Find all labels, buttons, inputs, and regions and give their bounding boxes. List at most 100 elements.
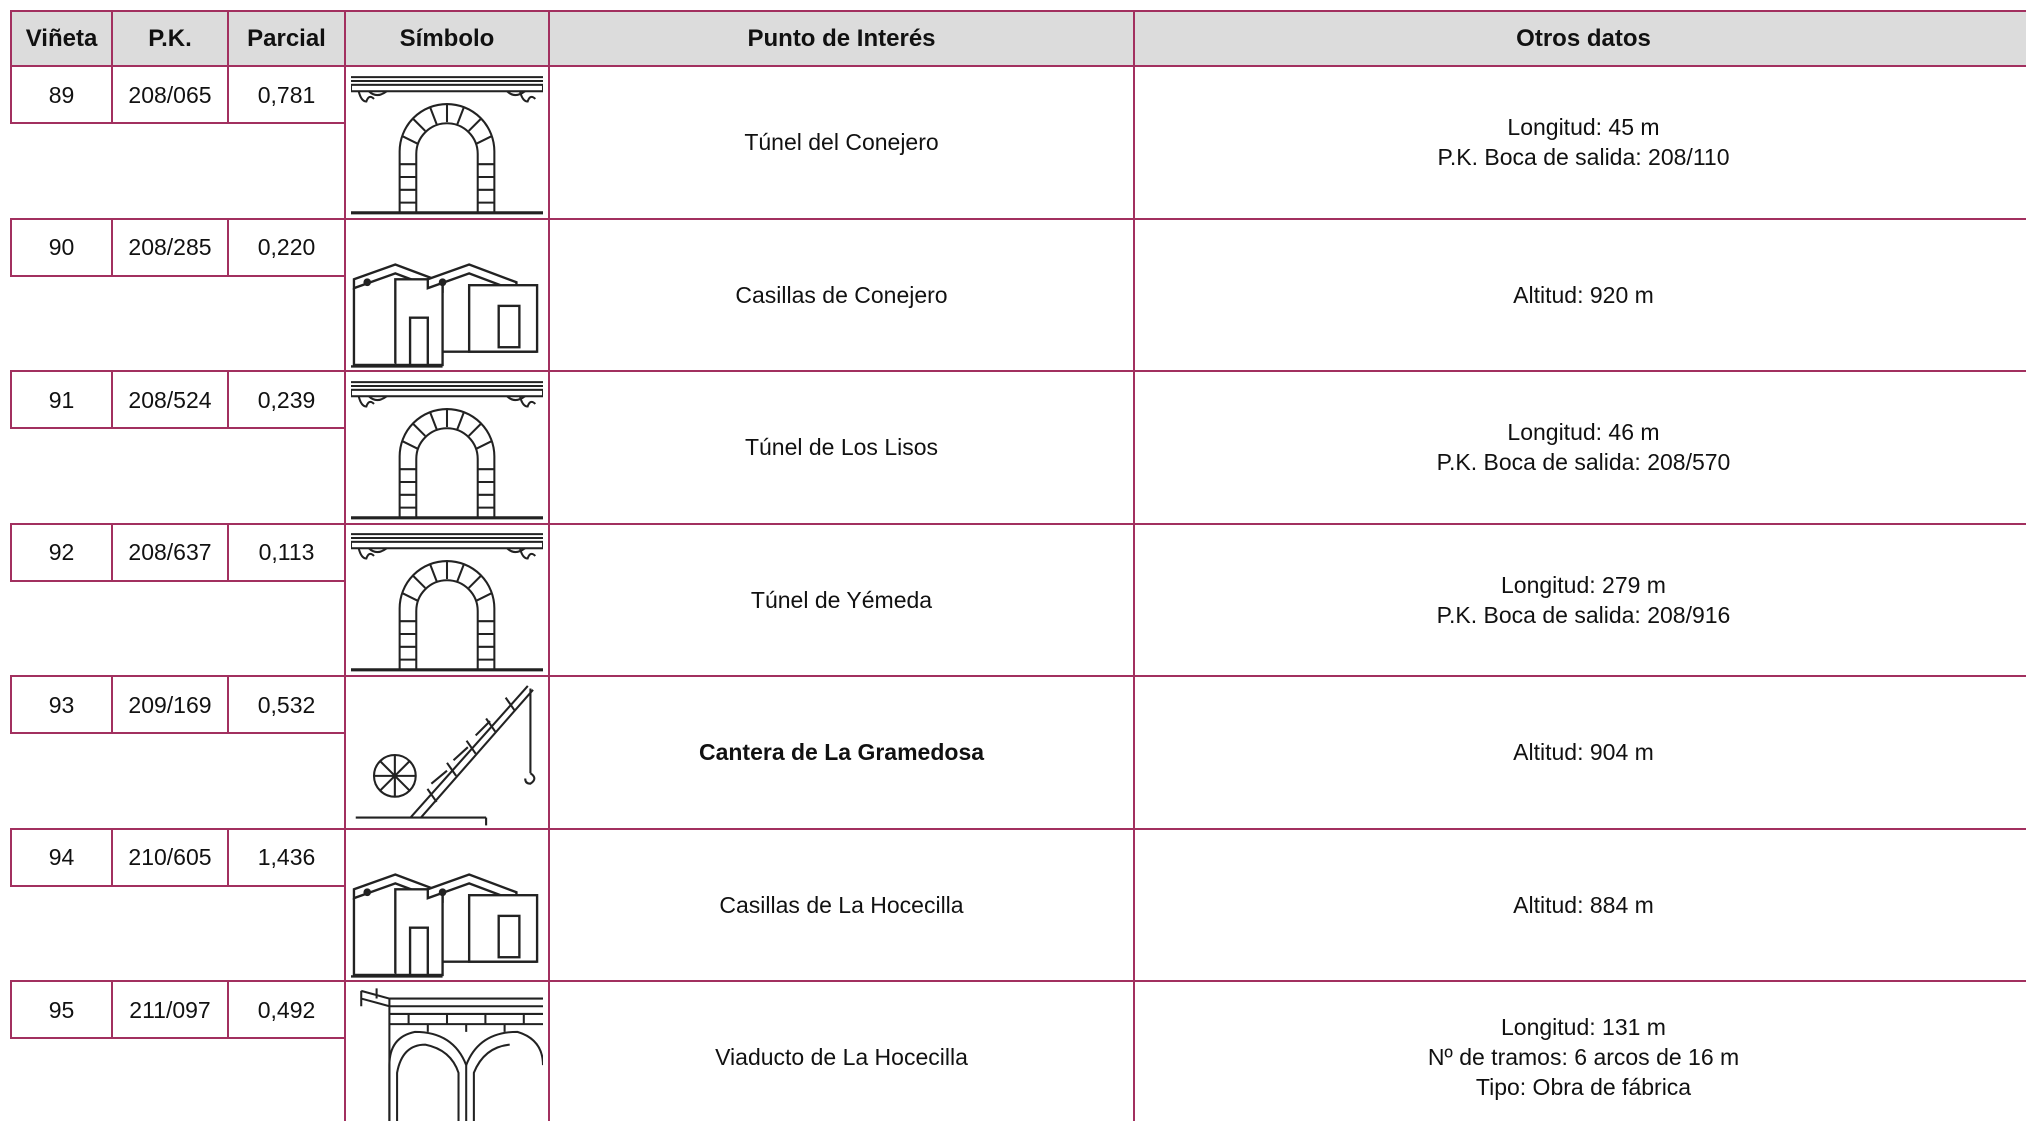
cell-pk: 208/524	[111, 370, 229, 429]
pk-text: 210/605	[128, 844, 212, 870]
cell-punto: Viaducto de La Hocecilla	[548, 980, 1135, 1121]
header-vineta: Viñeta	[10, 10, 113, 67]
otros-line: Altitud: 884 m	[1513, 891, 1654, 918]
punto-text: Cantera de La Gramedosa	[698, 739, 985, 766]
otros-line: Altitud: 904 m	[1513, 739, 1654, 766]
pk-text: 208/285	[128, 234, 212, 260]
houses-icon	[351, 263, 539, 368]
cell-otros: Longitud: 46 m P.K. Boca de salida: 208/5…	[1133, 370, 2026, 525]
cell-otros: Longitud: 45 m P.K. Boca de salida: 208/1…	[1133, 65, 2026, 220]
vineta-text: 93	[48, 691, 75, 718]
vineta-text: 90	[48, 234, 75, 260]
cell-symbol	[344, 827, 550, 982]
cell-vineta: 94	[10, 827, 113, 887]
symbol-icon	[351, 263, 539, 368]
cell-pk: 209/169	[111, 675, 229, 734]
cell-symbol	[344, 980, 550, 1121]
cell-punto: Casillas de Conejero	[548, 217, 1135, 372]
cell-vineta: 92	[10, 522, 113, 582]
punto-text: Túnel de Los Lisos	[744, 434, 939, 461]
cell-vineta: 95	[10, 980, 113, 1039]
punto-text: Casillas de Conejero	[735, 281, 948, 308]
cell-parcial: 1,436	[227, 827, 346, 887]
vineta-text: 92	[48, 539, 75, 565]
cell-otros: Longitud: 279 m P.K. Boca de salida: 208/…	[1133, 522, 2026, 677]
otros-line: P.K. Boca de salida: 208/570	[1436, 449, 1731, 476]
header-text: Punto de Interés	[747, 24, 936, 52]
cell-vineta: 93	[10, 675, 113, 734]
cell-otros: Longitud: 131 m Nº de tramos: 6 arcos de …	[1133, 980, 2026, 1121]
symbol-icon	[360, 986, 543, 1121]
symbol-icon	[351, 532, 543, 672]
vineta-text: 89	[48, 81, 75, 108]
header-text: Parcial	[247, 24, 326, 52]
parcial-text: 0,113	[258, 539, 315, 565]
header-parcial: Parcial	[227, 10, 346, 67]
header-text: Otros datos	[1516, 24, 1651, 52]
cell-symbol	[344, 522, 550, 677]
vineta-text: 95	[48, 996, 75, 1023]
cell-parcial: 0,532	[227, 675, 346, 734]
parcial-text: 0,239	[257, 386, 316, 413]
cell-pk: 208/285	[111, 217, 229, 277]
cell-punto: Cantera de La Gramedosa	[548, 675, 1135, 830]
cell-vineta: 90	[10, 217, 113, 277]
pk-text: 209/169	[128, 691, 212, 718]
cell-parcial: 0,113	[227, 522, 346, 582]
header-pk: P.K.	[111, 10, 229, 67]
cell-symbol	[344, 675, 550, 830]
vineta-text: 91	[48, 386, 75, 413]
cell-vineta: 91	[10, 370, 113, 429]
parcial-text: 0,492	[257, 996, 316, 1023]
cell-parcial: 0,492	[227, 980, 346, 1039]
tunnel-icon	[351, 532, 543, 672]
header-simbolo: Símbolo	[344, 10, 550, 67]
cell-symbol	[344, 370, 550, 525]
parcial-text: 0,781	[257, 81, 316, 108]
header-punto: Punto de Interés	[548, 10, 1135, 67]
viaduct-icon	[360, 986, 543, 1121]
cell-punto: Túnel de Los Lisos	[548, 370, 1135, 525]
parcial-text: 1,436	[257, 844, 316, 870]
cell-parcial: 0,239	[227, 370, 346, 429]
crane-icon	[354, 684, 536, 826]
punto-text: Túnel de Yémeda	[750, 586, 933, 613]
punto-text: Viaducto de La Hocecilla	[715, 1044, 968, 1071]
otros-line: Longitud: 46 m	[1507, 419, 1660, 446]
cell-otros: Altitud: 904 m	[1133, 675, 2026, 830]
otros-line: Nº de tramos: 6 arcos de 16 m	[1427, 1044, 1740, 1071]
pk-text: 208/524	[128, 386, 212, 413]
pk-text: 211/097	[129, 996, 211, 1023]
tunnel-icon	[351, 75, 543, 214]
parcial-text: 0,532	[257, 691, 316, 718]
otros-line: P.K. Boca de salida: 208/916	[1436, 601, 1731, 628]
cell-symbol	[344, 217, 550, 372]
otros-line: Tipo: Obra de fábrica	[1475, 1074, 1692, 1101]
houses-icon	[351, 873, 539, 978]
symbol-icon	[351, 380, 543, 519]
cell-parcial: 0,220	[227, 217, 346, 277]
otros-line: Longitud: 131 m	[1501, 1014, 1666, 1041]
cell-parcial: 0,781	[227, 65, 346, 124]
cell-symbol	[344, 65, 550, 220]
symbol-icon	[354, 684, 536, 826]
cell-punto: Túnel del Conejero	[548, 65, 1135, 220]
cell-pk: 210/605	[111, 827, 229, 887]
header-otros: Otros datos	[1133, 10, 2026, 67]
punto-text: Casillas de La Hocecilla	[719, 891, 964, 918]
symbol-icon	[351, 75, 543, 214]
tunnel-icon	[351, 380, 543, 519]
symbol-icon	[351, 873, 539, 978]
cell-pk: 211/097	[111, 980, 229, 1039]
otros-line: Altitud: 920 m	[1513, 281, 1654, 308]
header-text: Viñeta	[25, 24, 98, 52]
pk-text: 208/637	[128, 539, 212, 565]
cell-vineta: 89	[10, 65, 113, 124]
otros-line: P.K. Boca de salida: 208/110	[1437, 144, 1730, 171]
cell-otros: Altitud: 920 m	[1133, 217, 2026, 372]
otros-line: Longitud: 45 m	[1507, 114, 1660, 141]
cell-otros: Altitud: 884 m	[1133, 827, 2026, 982]
cell-pk: 208/065	[111, 65, 229, 124]
pk-text: 208/065	[128, 81, 212, 108]
